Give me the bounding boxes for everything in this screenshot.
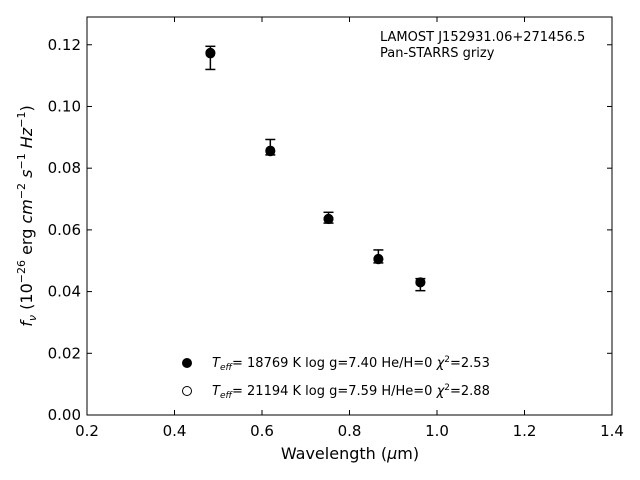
annotation-object-name: LAMOST J152931.06+271456.5	[380, 30, 585, 45]
y-axis-label: fν (10−26 erg cm−2 s−1 Hz−1)	[15, 105, 39, 326]
y-axis-ticks: 0.00 0.02 0.04 0.06 0.08 0.10 0.12	[48, 36, 612, 424]
x-tick-label: 1.2	[513, 422, 537, 440]
x-tick-label: 0.6	[250, 422, 274, 440]
y-tick-label: 0.02	[48, 344, 81, 362]
y-tick-label: 0.12	[48, 36, 81, 54]
x-axis-ticks: 0.2 0.4 0.6 0.8 1.0 1.2 1.4	[75, 17, 624, 440]
model-point-filled	[415, 277, 426, 288]
x-tick-label: 0.8	[338, 422, 362, 440]
legend-marker-open	[182, 386, 192, 396]
y-tick-label: 0.06	[48, 221, 81, 239]
x-axis-label: Wavelength (μm)	[281, 444, 419, 463]
model-point-filled	[323, 214, 334, 225]
error-bars	[205, 45, 426, 292]
y-tick-label: 0.04	[48, 283, 81, 301]
data-points	[205, 47, 426, 288]
y-tick-label: 0.00	[48, 406, 81, 424]
model-point-filled	[373, 254, 384, 265]
annotation-survey-name: Pan-STARRS grizy	[380, 46, 495, 61]
y-tick-label: 0.08	[48, 159, 81, 177]
legend-entry-1: Teff= 18769 K log g=7.40 He/H=0 χ2=2.53	[212, 355, 490, 373]
model-point-filled	[205, 48, 216, 59]
legend-marker-filled	[182, 358, 192, 368]
x-tick-label: 1.0	[425, 422, 449, 440]
model-point-filled	[265, 146, 276, 157]
x-tick-label: 1.4	[600, 422, 624, 440]
legend-entry-2: Teff= 21194 K log g=7.59 H/He=0 χ2=2.88	[212, 383, 490, 401]
x-tick-label: 0.2	[75, 422, 99, 440]
x-tick-label: 0.4	[163, 422, 187, 440]
legend: Teff= 18769 K log g=7.40 He/H=0 χ2=2.53 …	[182, 355, 490, 401]
y-tick-label: 0.10	[48, 97, 81, 115]
